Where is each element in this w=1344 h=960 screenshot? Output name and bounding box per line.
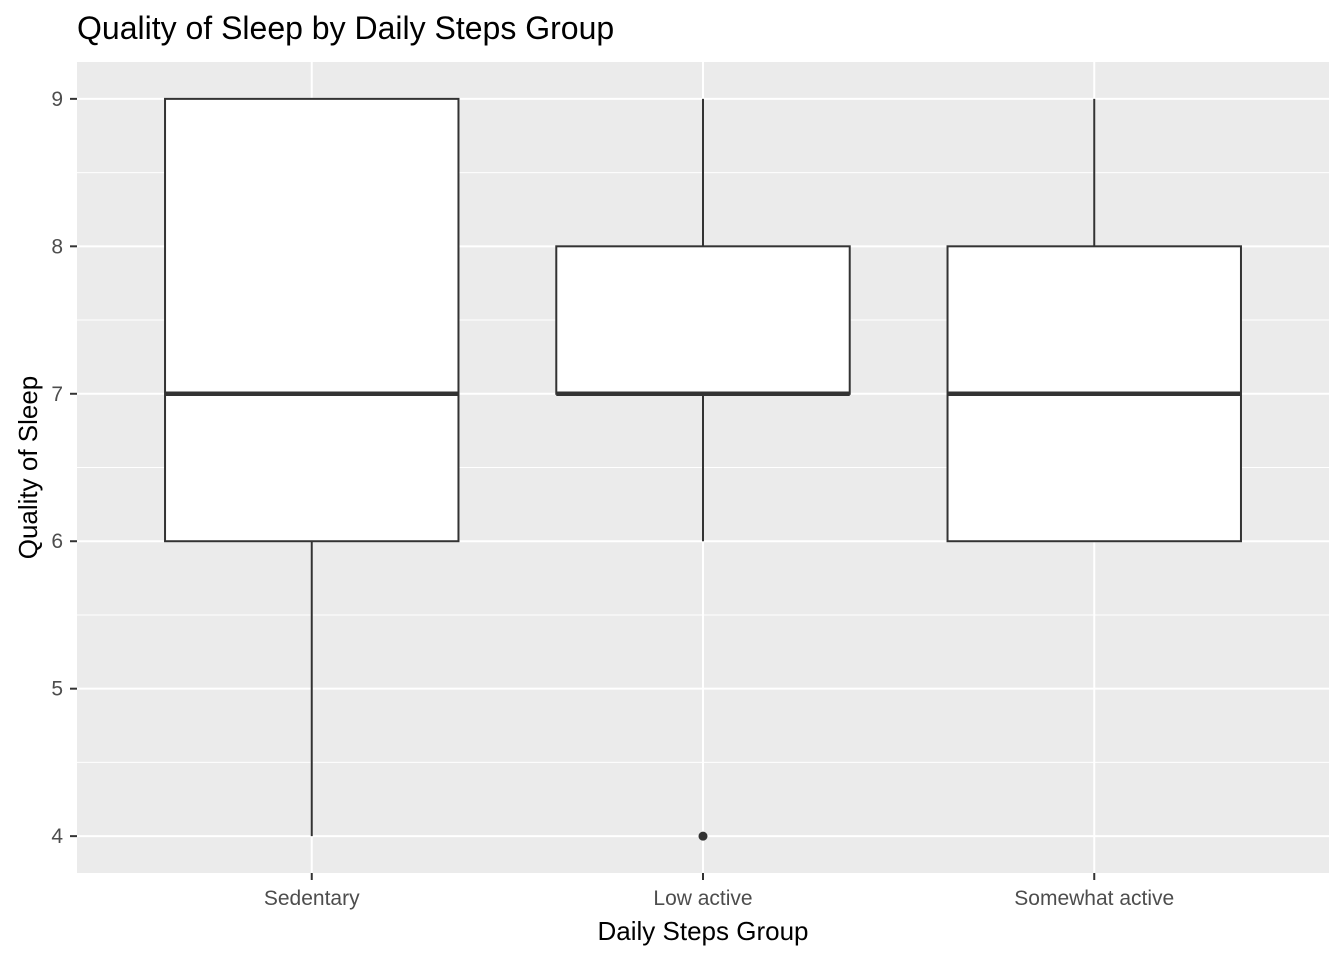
box-iqr (555, 245, 851, 395)
y-tick-label: 7 (51, 383, 63, 406)
chart-title: Quality of Sleep by Daily Steps Group (77, 10, 615, 46)
box-series (164, 97, 1242, 841)
outlier-point (698, 831, 708, 841)
x-tick-label: Sedentary (264, 887, 360, 910)
x-axis-title: Daily Steps Group (598, 916, 809, 946)
y-axis-title: Quality of Sleep (13, 376, 43, 560)
box-low-active (555, 98, 851, 841)
x-axis: Sedentary Low active Somewhat active (264, 873, 1174, 910)
box-iqr (164, 97, 460, 543)
y-tick-label: 6 (51, 530, 63, 553)
y-tick-label: 8 (51, 235, 63, 258)
box-somewhat-active (946, 98, 1242, 543)
y-tick-label: 4 (51, 825, 63, 848)
y-tick-label: 9 (51, 88, 63, 111)
y-axis: 4 5 6 7 8 9 (51, 88, 77, 848)
box-sedentary (164, 97, 460, 837)
x-tick-label: Somewhat active (1014, 887, 1174, 910)
x-tick-label: Low active (653, 887, 752, 910)
y-tick-label: 5 (51, 678, 63, 701)
